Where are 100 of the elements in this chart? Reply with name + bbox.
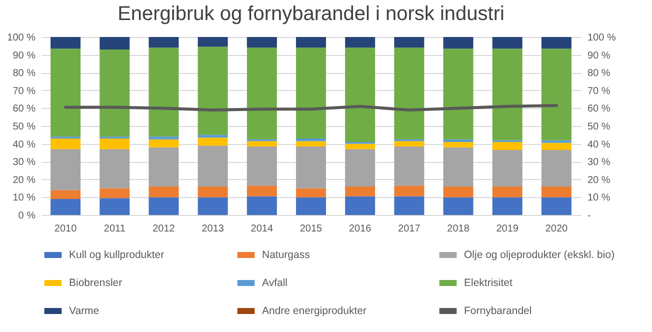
bar <box>246 141 277 146</box>
y2-tick-label: 50 % <box>588 122 610 132</box>
y2-tick-label: 20 % <box>588 174 610 186</box>
legend-label: Kull og kullprodukter <box>69 249 165 261</box>
bar <box>443 147 474 187</box>
bar <box>492 186 522 198</box>
bar <box>148 136 179 140</box>
bar <box>394 186 424 196</box>
bar <box>443 186 474 198</box>
y-tick-label: 0 % <box>18 210 36 222</box>
y-tick-label: 80 % <box>12 68 36 80</box>
bar <box>198 37 228 47</box>
y-tick-label: 60 % <box>12 104 36 115</box>
legend-label: Naturgass <box>262 249 310 261</box>
y2-tick-label: 40 % <box>588 139 610 150</box>
legend-label: Biobrensler <box>69 277 123 289</box>
bar <box>148 37 179 48</box>
bar <box>541 140 572 143</box>
bar <box>50 198 81 215</box>
y2-tick-label: 60 % <box>588 104 610 115</box>
legend-label: Elektrisitet <box>464 277 513 289</box>
bar <box>296 141 326 146</box>
bar <box>100 149 130 188</box>
y-tick-label: 70 % <box>12 86 36 97</box>
bar <box>148 186 179 198</box>
y-tick-label: 10 % <box>12 192 36 204</box>
bar <box>100 188 130 198</box>
bar <box>394 141 424 146</box>
y2-tick-label: 70 % <box>588 86 610 97</box>
bar <box>541 150 572 187</box>
y-tick-label: 20 % <box>12 174 36 186</box>
legend-label: Olje og oljeprodukter (ekskl. bio) <box>464 249 615 261</box>
bar <box>198 197 228 215</box>
bar <box>296 48 326 138</box>
bar <box>345 144 376 150</box>
bar <box>100 49 130 137</box>
bar <box>394 37 424 48</box>
bar <box>443 142 474 148</box>
bar <box>148 197 179 215</box>
bar <box>198 46 228 135</box>
bar <box>296 37 326 48</box>
bar <box>345 37 376 48</box>
legend-label: Avfall <box>262 277 288 289</box>
y-tick-label: 90 % <box>12 50 36 62</box>
bar <box>492 37 522 49</box>
bar <box>198 146 228 187</box>
x-tick-label: 2012 <box>152 224 176 234</box>
bar <box>345 149 376 187</box>
bar <box>246 48 277 140</box>
bar <box>443 37 474 49</box>
legend-label: Fornybarandel <box>464 305 532 317</box>
legend-label: Varme <box>69 305 100 317</box>
bar <box>443 139 474 142</box>
bar <box>148 147 179 187</box>
y2-tick-label: 100 % <box>588 32 616 44</box>
y-tick-label: 40 % <box>12 139 36 150</box>
bar <box>296 138 326 142</box>
y2-tick-label: - <box>588 210 591 222</box>
y2-tick-label: 30 % <box>588 157 610 168</box>
bar <box>296 188 326 198</box>
bar <box>394 196 424 215</box>
bar <box>50 149 81 190</box>
bar <box>246 146 277 186</box>
bar <box>345 186 376 196</box>
y-tick-label: 50 % <box>12 122 36 132</box>
x-tick-label: 2017 <box>398 224 421 234</box>
x-tick-label: 2016 <box>348 224 372 234</box>
bar <box>148 139 179 148</box>
y2-tick-label: 10 % <box>588 192 610 204</box>
bar <box>541 142 572 150</box>
bar <box>443 48 474 140</box>
x-tick-label: 2020 <box>545 224 568 234</box>
bar <box>296 197 326 215</box>
bar <box>541 48 572 140</box>
bar <box>148 48 179 137</box>
bar <box>296 146 326 188</box>
bar <box>50 37 81 49</box>
y-tick-label: 30 % <box>12 157 36 168</box>
bar <box>394 146 424 186</box>
x-tick-label: 2011 <box>104 224 126 234</box>
bar <box>345 48 376 142</box>
bar <box>492 48 522 140</box>
x-tick-label: 2010 <box>54 224 78 234</box>
x-tick-label: 2014 <box>250 224 274 234</box>
x-tick-label: 2013 <box>202 224 224 234</box>
bar <box>100 198 130 215</box>
bar <box>345 196 376 215</box>
bar <box>541 197 572 215</box>
x-tick-label: 2015 <box>300 224 323 234</box>
bar <box>50 138 81 150</box>
bar <box>443 197 474 215</box>
bar <box>492 197 522 215</box>
bar <box>100 138 130 150</box>
bar <box>541 37 572 49</box>
bar <box>246 196 277 215</box>
bar <box>198 134 228 138</box>
bar <box>492 150 522 187</box>
y-tick-label: 100 % <box>7 32 36 44</box>
bar <box>198 138 228 146</box>
bar <box>50 48 81 137</box>
